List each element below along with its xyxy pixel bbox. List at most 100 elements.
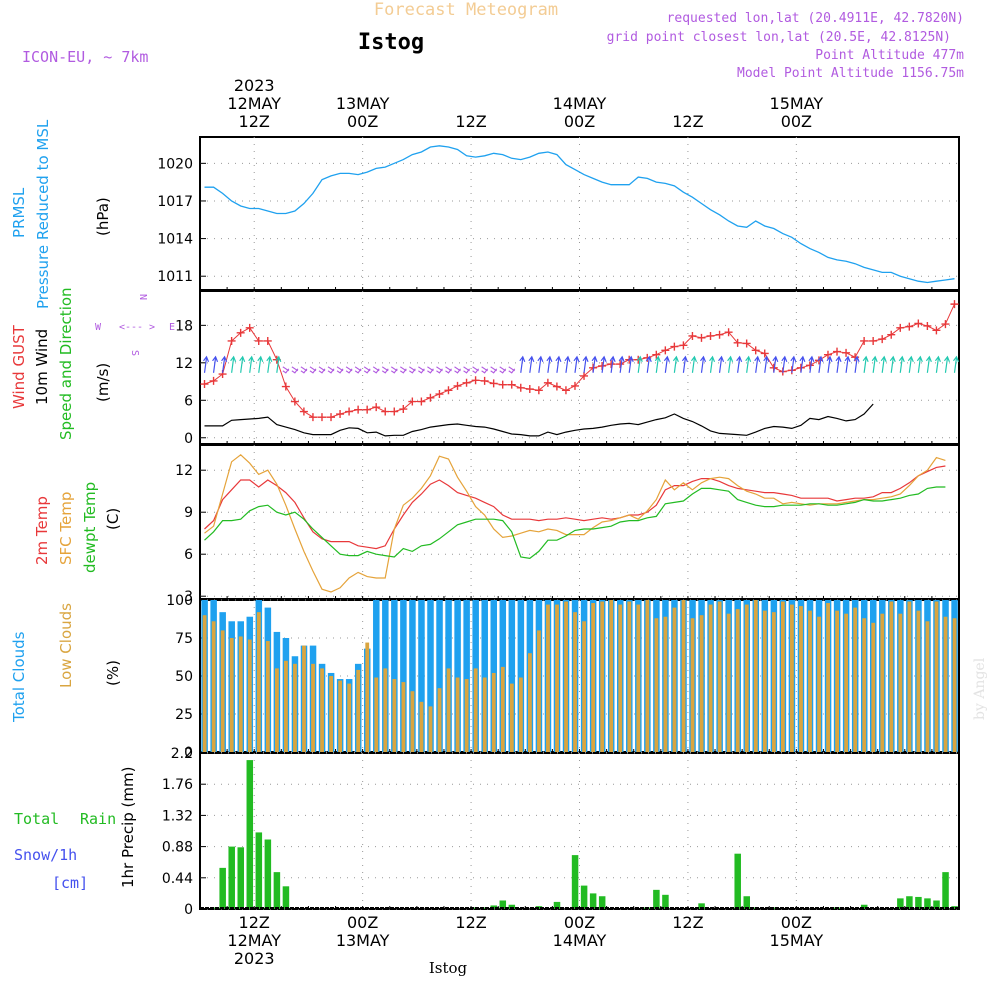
low-cloud-bar	[293, 663, 297, 752]
footer-station: Istog	[429, 959, 468, 977]
temp-ytick-label: 3	[184, 589, 193, 605]
low-cloud-bar	[256, 612, 261, 752]
gust-marker	[299, 407, 308, 416]
low-cloud-bar	[473, 668, 478, 752]
gust-marker	[543, 378, 552, 387]
pressure-panel-labels: PRMSL Pressure Reduced to MSL (hPa)	[10, 119, 112, 309]
precip-label-total: Total	[14, 810, 59, 828]
gust-marker	[941, 320, 950, 329]
low-cloud-bar	[365, 642, 370, 752]
wind-direction-arrow	[907, 355, 914, 373]
precip-ytick-label: 2.2	[171, 746, 193, 762]
gust-marker	[200, 380, 209, 389]
model-point-altitude: Model Point Altitude 1156.75m	[737, 66, 964, 81]
precip-ytick-label: 1.32	[162, 808, 193, 824]
compass-rose: N W E S <--- >	[95, 294, 175, 356]
low-cloud-bar	[482, 677, 487, 752]
low-cloud-bar	[410, 691, 415, 752]
wind-ytick-label: 18	[175, 318, 193, 334]
gust-marker	[471, 376, 480, 385]
compass-w: W	[95, 322, 102, 333]
low-cloud-bar	[500, 666, 505, 752]
low-cloud-bar	[573, 612, 577, 752]
gust-marker	[896, 323, 905, 332]
wind-direction-arrow	[844, 355, 851, 373]
gust-marker	[697, 333, 706, 342]
low-cloud-bar	[220, 630, 225, 752]
precip-label-cm: [cm]	[52, 874, 88, 892]
low-cloud-bar	[446, 668, 451, 752]
low-cloud-bar	[609, 600, 614, 752]
gust-marker	[561, 386, 570, 395]
wind-direction-arrow	[266, 355, 273, 373]
gust-marker	[652, 350, 661, 359]
wind-direction-arrow	[600, 355, 607, 373]
wind-direction-arrow	[943, 355, 951, 373]
wind-direction-arrow	[889, 355, 896, 373]
gust-marker	[227, 336, 236, 345]
pressure-line	[204, 145, 955, 284]
gust-marker	[878, 335, 887, 344]
wind-direction-arrow	[700, 355, 707, 373]
low-cloud-bar	[374, 677, 379, 752]
gust-marker	[742, 339, 751, 348]
top-time-label: 00Z	[564, 112, 595, 131]
pressure-label-msl: Pressure Reduced to MSL	[34, 119, 52, 309]
low-cloud-bar	[654, 618, 659, 752]
watermark: by Angel	[972, 657, 988, 720]
wind-direction-arrow	[609, 355, 616, 373]
wind-direction-arrow	[790, 355, 797, 373]
rain-bar	[580, 885, 588, 909]
rain-bar	[662, 894, 669, 909]
gust-marker	[381, 407, 390, 416]
wind-direction-arrow	[318, 366, 326, 374]
wind-direction-arrow	[381, 366, 389, 374]
total-cloud-bar	[427, 600, 434, 752]
gust-marker	[317, 413, 326, 422]
wind-direction-arrow	[519, 355, 526, 373]
wind-direction-arrow	[212, 355, 219, 373]
wind-direction-arrow	[862, 355, 869, 373]
gust-marker	[399, 405, 408, 414]
low-cloud-bar	[202, 615, 207, 752]
rain-bar	[951, 906, 958, 909]
gust-marker	[462, 378, 471, 387]
top-time-label: 12Z	[672, 112, 703, 131]
gust-marker	[498, 380, 507, 389]
total-cloud-bar	[373, 600, 380, 752]
gust-marker	[254, 336, 263, 345]
rain-bar	[734, 853, 741, 909]
temp-label-sfc: SFC Temp	[57, 492, 75, 565]
low-cloud-bar	[898, 613, 903, 752]
wind-direction-arrow	[645, 355, 652, 373]
gust-marker	[950, 300, 959, 309]
wind-ytick-label: 12	[175, 356, 193, 372]
rain-bar	[508, 904, 516, 909]
wind-direction-arrow	[781, 355, 788, 373]
total-cloud-bar	[517, 600, 525, 752]
top-time-label: 2023	[234, 76, 275, 95]
low-cloud-bar	[211, 621, 216, 752]
gust-marker	[923, 321, 932, 330]
wind-direction-arrow	[499, 366, 507, 374]
rain-bar	[924, 898, 931, 909]
temp-panel-labels: 2m Temp SFC Temp dewpt Temp (C)	[33, 482, 122, 573]
wind-direction-arrow	[427, 366, 434, 374]
wind-direction-arrow	[291, 366, 299, 374]
gust-marker	[290, 397, 299, 406]
wind-direction-arrow	[528, 355, 535, 373]
low-cloud-bar	[952, 618, 957, 752]
gust-marker	[715, 330, 724, 339]
rain-bar	[499, 900, 507, 909]
rain-bar	[246, 760, 254, 909]
wind-direction-arrow	[718, 355, 725, 373]
gust-line	[204, 303, 955, 418]
wind-direction-arrow	[555, 355, 562, 373]
rain-bar	[698, 903, 705, 909]
low-cloud-bar	[780, 601, 785, 752]
top-time-label: 14MAY	[553, 94, 607, 113]
cloud-label-low: Low Clouds	[57, 603, 75, 688]
wind-label-unit: (m/s)	[94, 363, 112, 402]
gust-marker	[706, 331, 715, 340]
wind-direction-arrow	[663, 355, 670, 373]
